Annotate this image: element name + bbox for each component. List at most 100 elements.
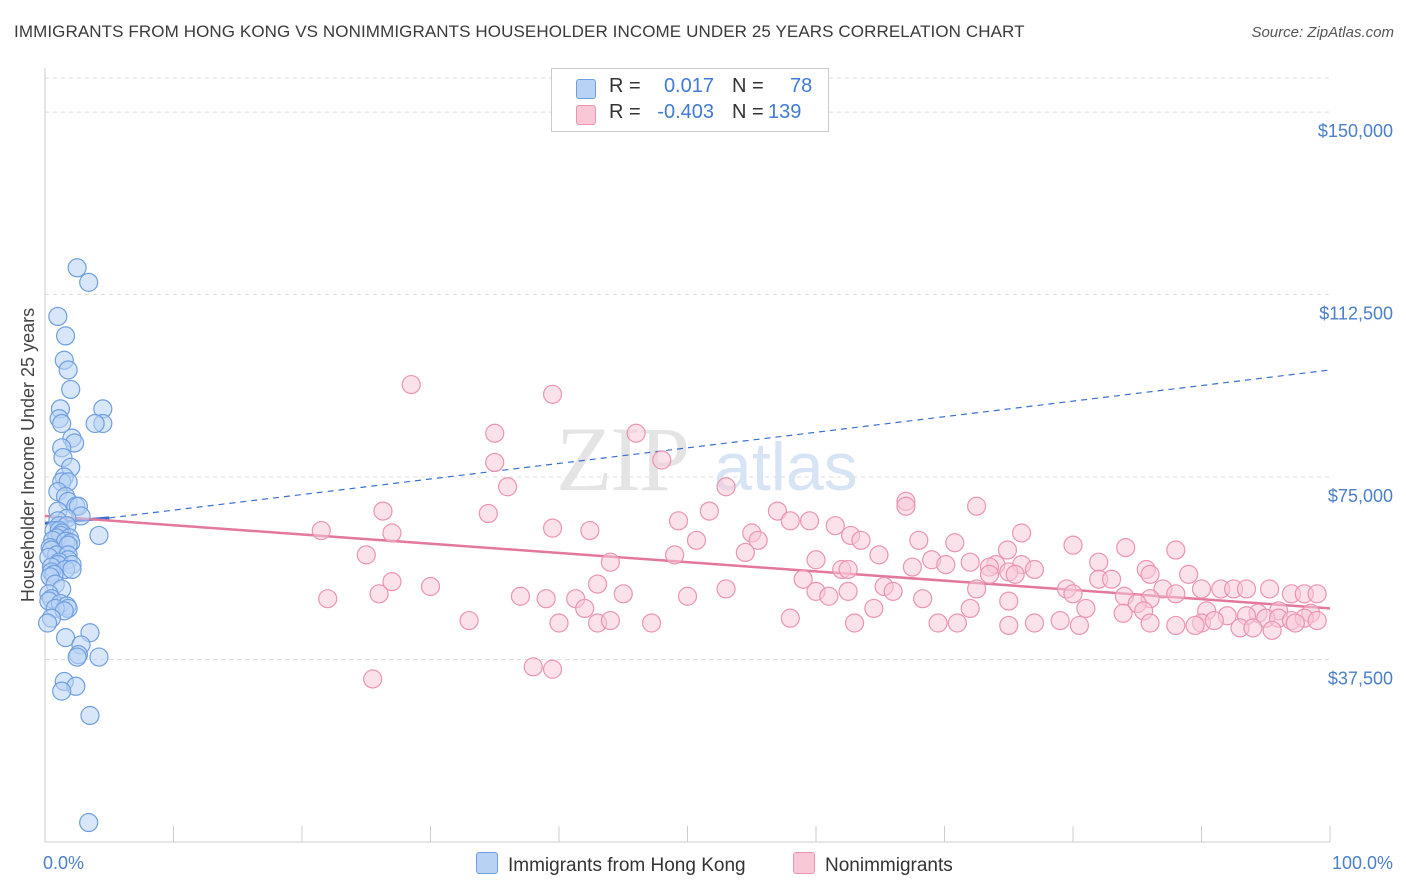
data-point-nonimmigrants <box>967 579 987 599</box>
y-axis-label: Householder Income Under 25 years <box>18 308 38 602</box>
data-point-nonimmigrants <box>369 584 389 604</box>
data-point-nonimmigrants <box>1243 618 1263 638</box>
data-point-nonimmigrants <box>363 669 383 689</box>
data-point-nonimmigrants <box>1063 535 1083 555</box>
data-point-hong-kong <box>58 360 78 380</box>
data-point-nonimmigrants <box>806 550 826 570</box>
data-point-nonimmigrants <box>838 559 858 580</box>
data-point-nonimmigrants <box>780 608 800 628</box>
data-point-nonimmigrants <box>819 586 839 606</box>
data-point-nonimmigrants <box>580 520 600 541</box>
data-point-hong-kong <box>80 705 100 726</box>
y-tick-label: $75,000 <box>1328 486 1393 506</box>
data-point-nonimmigrants <box>542 659 563 679</box>
data-point-nonimmigrants <box>613 584 633 604</box>
legend-n-value: 139 <box>768 101 802 123</box>
data-point-nonimmigrants <box>936 555 956 575</box>
data-point-hong-kong <box>55 628 76 648</box>
bottom-legend-label: Nonimmigrants <box>825 855 953 876</box>
bottom-legend-nonimmigrants: Nonimmigrants <box>793 852 953 877</box>
data-point-nonimmigrants <box>883 581 903 601</box>
data-point-nonimmigrants <box>1307 584 1327 604</box>
data-point-nonimmigrants <box>999 591 1019 611</box>
data-point-nonimmigrants <box>587 574 608 594</box>
data-point-nonimmigrants <box>1179 564 1199 584</box>
trend-line-hong-kong-extended <box>109 369 1331 519</box>
data-point-nonimmigrants <box>909 530 929 550</box>
data-point-nonimmigrants <box>1262 620 1282 640</box>
data-point-nonimmigrants <box>716 579 736 599</box>
data-point-nonimmigrants <box>1236 579 1257 599</box>
data-point-nonimmigrants <box>478 503 498 524</box>
data-point-nonimmigrants <box>1050 610 1070 631</box>
bottom-legend-swatch-pink <box>793 852 815 874</box>
data-point-nonimmigrants <box>913 589 933 609</box>
data-point-hong-kong <box>67 258 87 278</box>
data-point-nonimmigrants <box>485 423 505 443</box>
data-point-nonimmigrants <box>382 523 402 543</box>
x-tick-label-max: 100.0% <box>1332 853 1393 873</box>
points-nonimmigrants <box>311 374 1327 689</box>
data-point-nonimmigrants <box>510 586 531 606</box>
data-point-nonimmigrants <box>677 586 698 606</box>
data-point-nonimmigrants <box>485 452 505 473</box>
data-point-hong-kong <box>89 647 109 667</box>
data-point-nonimmigrants <box>1024 559 1045 580</box>
data-point-hong-kong <box>85 413 105 434</box>
data-point-nonimmigrants <box>318 589 338 609</box>
data-point-nonimmigrants <box>928 613 948 633</box>
data-point-hong-kong <box>52 413 72 434</box>
correlation-legend: R = 0.017 N = 78 R = -0.403 N = 139 <box>551 68 829 132</box>
data-point-nonimmigrants <box>735 542 755 563</box>
data-point-hong-kong <box>52 681 72 701</box>
y-tick-label: $112,500 <box>1319 304 1393 324</box>
data-point-nonimmigrants <box>1260 579 1280 599</box>
data-point-nonimmigrants <box>967 496 987 516</box>
data-point-nonimmigrants <box>799 511 820 531</box>
data-point-nonimmigrants <box>1069 615 1090 636</box>
data-point-nonimmigrants <box>896 496 916 516</box>
data-point-nonimmigrants <box>1166 540 1186 560</box>
y-tick-label: $37,500 <box>1328 669 1393 689</box>
legend-swatch-blue <box>576 79 596 99</box>
data-point-nonimmigrants <box>668 511 689 531</box>
data-point-nonimmigrants <box>1076 598 1096 619</box>
legend-r-label: R = <box>609 101 641 123</box>
legend-n-value: 78 <box>790 75 813 97</box>
data-point-nonimmigrants <box>652 450 672 470</box>
data-point-nonimmigrants <box>869 545 889 565</box>
data-point-nonimmigrants <box>844 613 865 633</box>
data-point-nonimmigrants <box>1113 603 1133 623</box>
data-point-nonimmigrants <box>999 615 1019 636</box>
data-point-nonimmigrants <box>382 572 402 592</box>
data-point-nonimmigrants <box>1011 523 1032 543</box>
data-point-nonimmigrants <box>1307 610 1327 631</box>
data-point-nonimmigrants <box>1101 569 1122 589</box>
data-point-nonimmigrants <box>600 610 621 631</box>
data-point-hong-kong <box>61 379 81 400</box>
data-point-nonimmigrants <box>523 657 543 677</box>
data-point-nonimmigrants <box>498 477 518 497</box>
bottom-legend-swatch-blue <box>476 852 498 874</box>
data-point-hong-kong <box>79 812 99 833</box>
data-point-nonimmigrants <box>686 530 707 550</box>
data-point-nonimmigrants <box>1166 584 1186 604</box>
legend-swatch-pink <box>576 105 596 125</box>
axes <box>44 68 1331 843</box>
data-point-nonimmigrants <box>1024 613 1045 633</box>
data-point-hong-kong <box>55 326 76 346</box>
data-point-nonimmigrants <box>459 610 479 631</box>
chart-title: IMMIGRANTS FROM HONG KONG VS NONIMMIGRAN… <box>14 22 1025 41</box>
data-point-nonimmigrants <box>1063 584 1083 604</box>
data-point-nonimmigrants <box>780 511 800 531</box>
legend-r-value: 0.017 <box>663 75 714 97</box>
y-tick-labels: $37,500 $75,000 $112,500 $150,000 <box>1318 121 1393 688</box>
data-point-nonimmigrants <box>311 520 331 541</box>
data-point-nonimmigrants <box>960 552 980 572</box>
data-point-nonimmigrants <box>542 518 563 538</box>
data-point-nonimmigrants <box>626 423 646 443</box>
bottom-legend-label: Immigrants from Hong Kong <box>508 855 746 876</box>
watermark-atlas: atlas <box>714 429 858 505</box>
data-point-nonimmigrants <box>1191 579 1212 599</box>
